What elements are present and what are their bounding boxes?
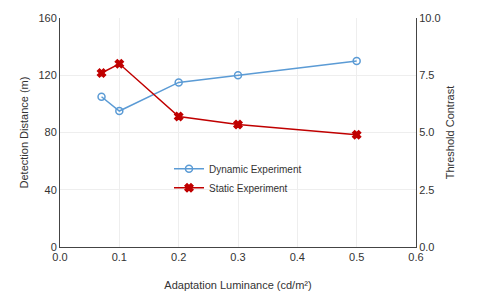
svg-text:7.5: 7.5 <box>419 69 434 81</box>
svg-text:160: 160 <box>38 12 56 24</box>
svg-text:80: 80 <box>45 126 57 138</box>
svg-text:10.0: 10.0 <box>419 12 440 24</box>
svg-text:40: 40 <box>45 184 57 196</box>
svg-text:0.0: 0.0 <box>419 241 434 253</box>
svg-text:2.5: 2.5 <box>419 184 434 196</box>
svg-text:0.0: 0.0 <box>52 251 67 263</box>
svg-text:0: 0 <box>51 241 57 253</box>
svg-text:Static Experiment: Static Experiment <box>209 183 288 194</box>
svg-text:0.3: 0.3 <box>230 251 245 263</box>
svg-text:0.4: 0.4 <box>290 251 305 263</box>
svg-text:Detection Distance (m): Detection Distance (m) <box>18 77 30 189</box>
svg-text:5.0: 5.0 <box>419 126 434 138</box>
svg-text:Dynamic Experiment: Dynamic Experiment <box>209 164 301 175</box>
svg-text:0.5: 0.5 <box>349 251 364 263</box>
svg-text:0.2: 0.2 <box>171 251 186 263</box>
svg-text:0.1: 0.1 <box>112 251 127 263</box>
svg-text:Adaptation Luminance (cd/m²): Adaptation Luminance (cd/m²) <box>164 279 311 291</box>
svg-text:120: 120 <box>38 69 56 81</box>
svg-text:Threshold Contrast: Threshold Contrast <box>444 86 456 180</box>
svg-text:0.6: 0.6 <box>408 251 423 263</box>
